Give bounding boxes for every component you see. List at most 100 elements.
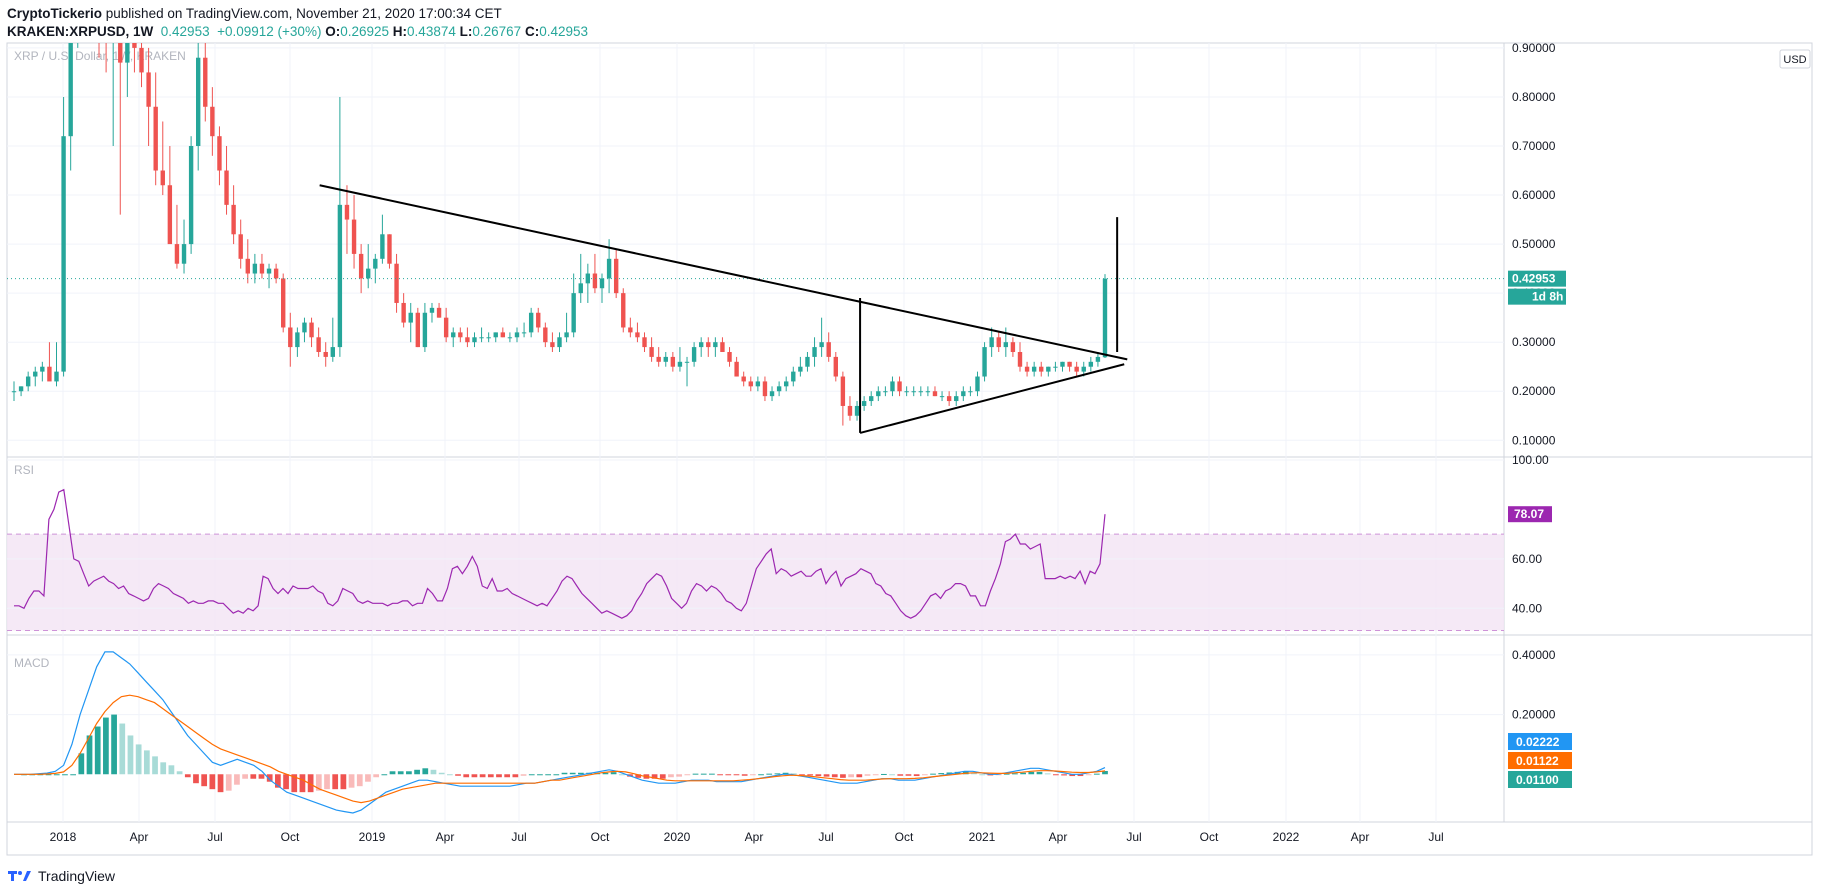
macd-histogram-bar xyxy=(340,774,347,790)
macd-histogram-bar xyxy=(905,774,912,776)
candle xyxy=(833,356,838,377)
candle xyxy=(536,312,541,328)
macd-histogram-bar xyxy=(258,774,265,779)
candle xyxy=(514,332,520,338)
candle xyxy=(939,396,945,398)
candle xyxy=(153,106,158,171)
candle xyxy=(288,327,293,348)
rsi-line xyxy=(14,488,1106,619)
high-label: H: xyxy=(392,24,408,39)
time-axis-label: 2018 xyxy=(50,830,77,844)
currency-label: USD xyxy=(1783,54,1806,66)
macd-histogram-bar xyxy=(1093,773,1100,775)
time-axis-label: Oct xyxy=(1200,830,1219,844)
macd-histogram-bar xyxy=(676,774,683,777)
candle xyxy=(649,347,654,357)
macd-histogram-bar xyxy=(848,774,854,778)
time-axis-label: Oct xyxy=(895,830,914,844)
macd-histogram-bar xyxy=(160,762,167,775)
macd-value-badge xyxy=(1508,771,1572,788)
candle xyxy=(656,356,661,362)
candle xyxy=(1024,366,1030,372)
candle xyxy=(11,391,17,393)
candle xyxy=(302,322,307,333)
candle xyxy=(748,381,753,387)
macd-histogram-bar xyxy=(1012,773,1018,775)
time-axis-label: Oct xyxy=(591,830,610,844)
macd-histogram-bar xyxy=(741,774,748,776)
signal-line xyxy=(14,694,1106,804)
time-axis-label: 2019 xyxy=(359,830,386,844)
candle xyxy=(337,204,343,348)
macd-histogram-bar xyxy=(438,772,445,775)
candle xyxy=(429,307,435,313)
macd-histogram-bar xyxy=(537,774,543,776)
candle xyxy=(847,405,853,416)
last-price-badge xyxy=(1508,270,1566,287)
macd-value-label: 0.01100 xyxy=(1516,773,1559,787)
macd-histogram-bar xyxy=(651,774,658,779)
time-axis-label: 2022 xyxy=(1273,830,1300,844)
macd-histogram-bar xyxy=(545,774,551,776)
macd-axis-label: 0.40000 xyxy=(1512,648,1556,662)
candle xyxy=(245,258,250,274)
high-value: 0.43874 xyxy=(407,24,456,39)
candle xyxy=(734,361,739,377)
candles-group xyxy=(11,43,1108,426)
candle xyxy=(677,361,683,367)
candle xyxy=(68,43,73,137)
candle xyxy=(188,146,194,245)
macd-histogram-bar xyxy=(889,774,895,776)
macd-histogram-bar xyxy=(881,773,887,775)
macd-histogram-bar xyxy=(668,774,674,778)
macd-histogram-bar xyxy=(1020,772,1026,775)
candle xyxy=(528,312,534,333)
macd-histogram-bar xyxy=(217,774,224,793)
macd-histogram-bar xyxy=(307,774,314,793)
macd-histogram-bar xyxy=(45,774,52,776)
macd-histogram-bar xyxy=(496,774,502,778)
candle xyxy=(408,312,413,323)
candle xyxy=(613,258,619,294)
macd-histogram-bar xyxy=(921,774,928,776)
candle xyxy=(982,347,987,377)
candle xyxy=(890,381,895,392)
candle xyxy=(883,391,888,393)
candle xyxy=(167,185,173,245)
candle xyxy=(606,258,612,279)
countdown-label: 1d 8h xyxy=(1532,290,1563,304)
price-axis-label: 0.70000 xyxy=(1512,139,1556,153)
macd-histogram-bar xyxy=(94,726,101,775)
macd-histogram-bar xyxy=(659,774,666,779)
candle xyxy=(373,258,378,269)
macd-histogram-bar xyxy=(250,774,257,779)
author-name[interactable]: CryptoTickerio xyxy=(7,6,103,21)
currency-badge xyxy=(1779,49,1811,69)
tradingview-footer[interactable]: TradingView xyxy=(8,868,115,884)
candle xyxy=(1081,366,1086,372)
macd-histogram-bar xyxy=(356,774,363,787)
macd-histogram-bar xyxy=(70,774,77,776)
rsi-axis-label: 100.00 xyxy=(1512,453,1549,467)
candle xyxy=(1067,361,1072,367)
macd-histogram-bar xyxy=(856,774,863,778)
macd-histogram-bar xyxy=(504,774,511,778)
candle xyxy=(635,332,640,338)
candle xyxy=(642,337,647,348)
candle xyxy=(139,47,144,73)
candle xyxy=(181,244,187,264)
candle xyxy=(422,312,428,348)
price-axis-label: 0.20000 xyxy=(1512,384,1556,398)
macd-histogram-bar xyxy=(1069,774,1076,777)
macd-histogram-bar xyxy=(201,774,208,787)
candle xyxy=(195,57,201,146)
candle xyxy=(203,57,208,107)
macd-histogram-bar xyxy=(62,774,68,776)
candle xyxy=(1060,361,1065,367)
candle xyxy=(1003,342,1009,348)
price-axis-label: 0.90000 xyxy=(1512,41,1556,55)
candle xyxy=(387,234,392,264)
candle xyxy=(826,342,831,357)
macd-histogram-bar xyxy=(528,774,535,776)
